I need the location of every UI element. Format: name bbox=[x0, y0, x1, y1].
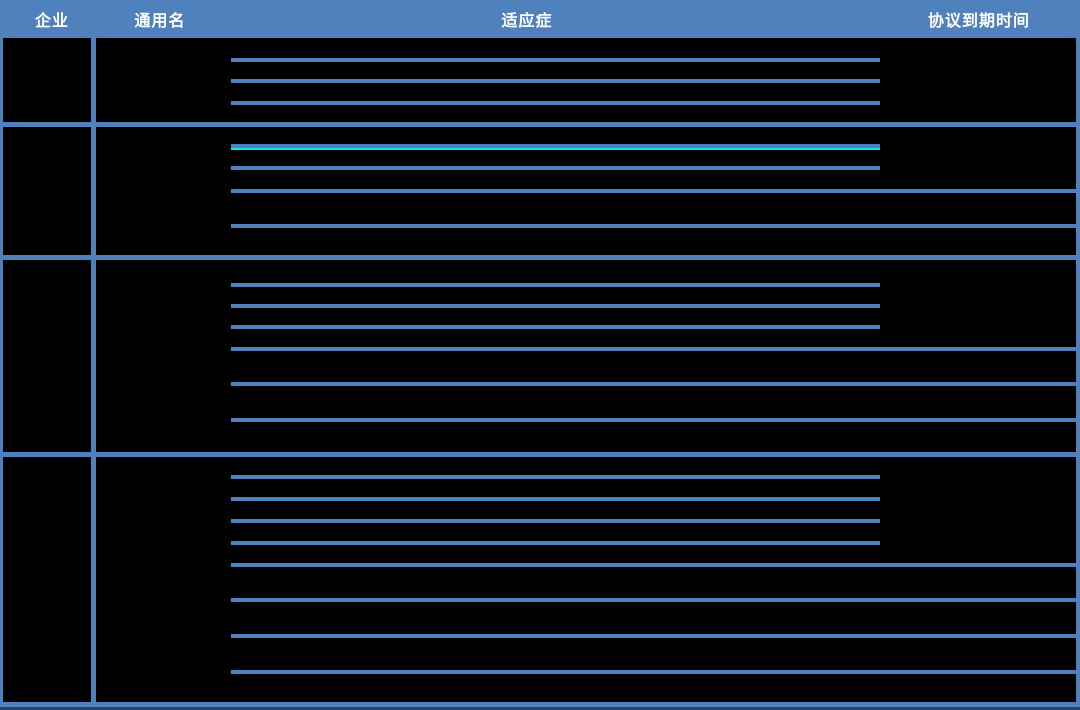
row-separator bbox=[0, 255, 1080, 260]
column-header-company: 企业 bbox=[34, 13, 70, 30]
column-divider bbox=[91, 38, 96, 703]
redacted-link-underline[interactable] bbox=[231, 598, 1077, 602]
redacted-link-underline[interactable] bbox=[231, 79, 880, 83]
redacted-link-underline[interactable] bbox=[231, 418, 1077, 422]
column-header-indication: 适应症 bbox=[501, 13, 553, 30]
row-separator bbox=[0, 122, 1080, 127]
table-right-border bbox=[1076, 38, 1080, 707]
redacted-link-underline[interactable] bbox=[231, 382, 1077, 386]
redacted-link-underline[interactable] bbox=[231, 347, 1077, 351]
redacted-link-underline[interactable] bbox=[231, 670, 1077, 674]
row-separator bbox=[0, 452, 1080, 457]
redacted-link-underline[interactable] bbox=[231, 475, 880, 479]
redacted-link-underline[interactable] bbox=[231, 541, 880, 545]
cyan-highlight-line bbox=[231, 148, 880, 150]
bottom-accent-strip bbox=[0, 707, 1080, 710]
redacted-link-underline[interactable] bbox=[231, 166, 880, 170]
redacted-link-underline[interactable] bbox=[231, 497, 880, 501]
column-header-agreement-expiry: 协议到期时间 bbox=[927, 13, 1031, 30]
redacted-link-underline-highlighted[interactable] bbox=[231, 144, 880, 150]
redacted-link-underline[interactable] bbox=[231, 189, 1077, 193]
table-header-row: 企业 通用名 适应症 协议到期时间 bbox=[0, 0, 1080, 38]
redacted-link-underline[interactable] bbox=[231, 283, 880, 287]
redacted-link-underline[interactable] bbox=[231, 304, 880, 308]
redacted-link-underline[interactable] bbox=[231, 224, 1077, 228]
column-header-generic-name: 通用名 bbox=[134, 13, 186, 30]
redacted-link-underline[interactable] bbox=[231, 634, 1077, 638]
redacted-link-underline[interactable] bbox=[231, 325, 880, 329]
redacted-link-underline[interactable] bbox=[231, 101, 880, 105]
table-left-border bbox=[0, 38, 3, 707]
redacted-link-underline[interactable] bbox=[231, 519, 880, 523]
redacted-link-underline[interactable] bbox=[231, 58, 880, 62]
table-bottom-border bbox=[0, 702, 1080, 707]
redacted-link-underline[interactable] bbox=[231, 563, 1077, 567]
